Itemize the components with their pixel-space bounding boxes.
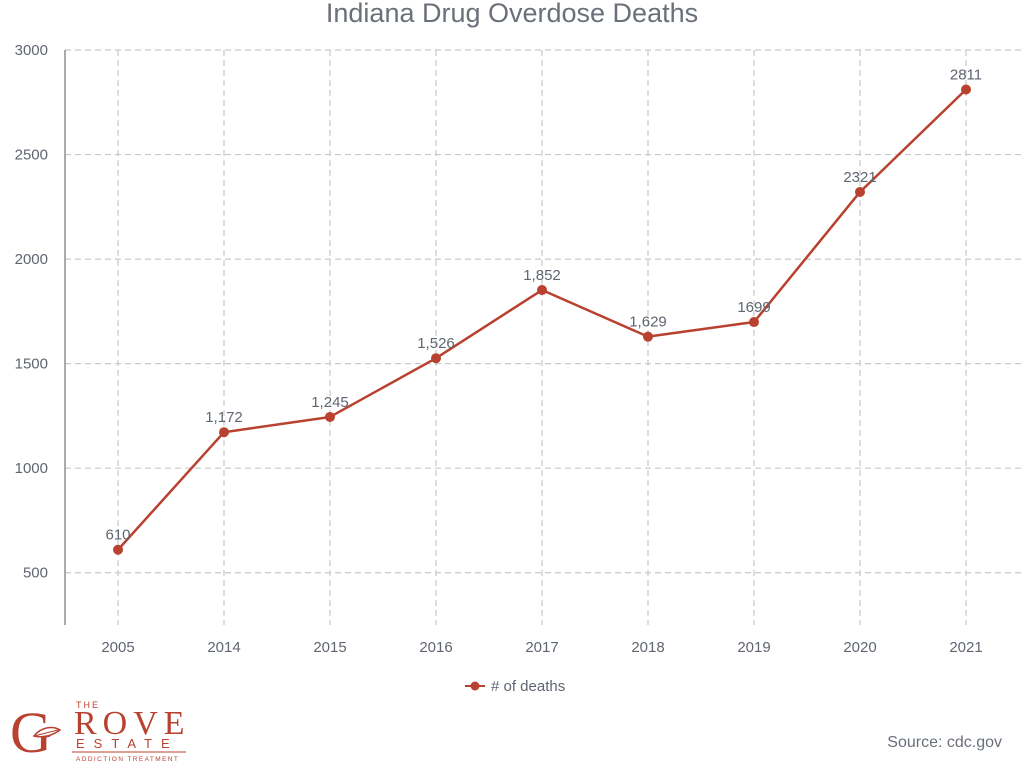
data-point[interactable] [749, 317, 759, 328]
x-tick-label: 2016 [419, 639, 452, 656]
data-point[interactable] [219, 427, 229, 438]
data-point[interactable] [431, 353, 441, 364]
x-tick-label: 2018 [631, 639, 664, 656]
legend-label: # of deaths [491, 678, 565, 695]
leaf-icon [32, 726, 62, 738]
data-label: 1,526 [417, 335, 455, 352]
axes: 500 1000 1500 2000 2500 3000 2005 2014 2015 2016 2… [15, 42, 983, 656]
x-tick-label: 2019 [737, 639, 770, 656]
y-tick-label: 3000 [15, 42, 48, 59]
data-label: 1,172 [205, 409, 243, 426]
source-note: Source: cdc.gov [887, 734, 1002, 751]
data-label: 1,629 [629, 314, 667, 331]
chart-title: Indiana Drug Overdose Deaths [326, 0, 698, 28]
y-tick-label: 1500 [15, 356, 48, 373]
y-tick-label: 1000 [15, 460, 48, 477]
series-deaths [113, 84, 971, 555]
y-tick-label: 2000 [15, 251, 48, 268]
data-label: 1,852 [523, 267, 561, 284]
x-tick-label: 2015 [313, 639, 346, 656]
y-tick-label: 2500 [15, 147, 48, 164]
legend[interactable]: # of deaths [465, 678, 565, 695]
x-tick-label: 2014 [207, 639, 240, 656]
data-label: 1699 [737, 299, 770, 316]
data-point[interactable] [961, 84, 971, 95]
x-tick-label: 2005 [101, 639, 134, 656]
data-label: 2321 [843, 169, 876, 186]
x-tick-label: 2020 [843, 639, 876, 656]
x-tick-label: 2021 [949, 639, 982, 656]
data-point[interactable] [643, 331, 653, 342]
grove-estate-logo: G THE ROVE ESTATE ADDICTION TREATMENT [10, 700, 188, 764]
logo-rove: ROVE [74, 705, 188, 742]
legend-marker-icon [470, 681, 480, 691]
data-point[interactable] [537, 285, 547, 296]
data-label: 2811 [950, 67, 982, 84]
data-point[interactable] [113, 544, 123, 555]
data-label: 1,245 [311, 394, 349, 411]
data-label: 610 [105, 527, 130, 544]
y-tick-label: 500 [23, 565, 48, 582]
logo-the: THE [76, 700, 100, 710]
line-chart: Indiana Drug Overdose Deaths 500 1000 1500… [15, 0, 1024, 695]
data-point[interactable] [855, 186, 865, 197]
grid [65, 49, 1024, 625]
data-point[interactable] [325, 411, 335, 422]
logo-tagline: ADDICTION TREATMENT [76, 756, 179, 763]
logo-estate: ESTATE [76, 736, 179, 751]
data-labels: 610 1,172 1,245 1,526 1,852 1,629 1699 2321 2811 [105, 67, 982, 544]
x-tick-label: 2017 [525, 639, 558, 656]
